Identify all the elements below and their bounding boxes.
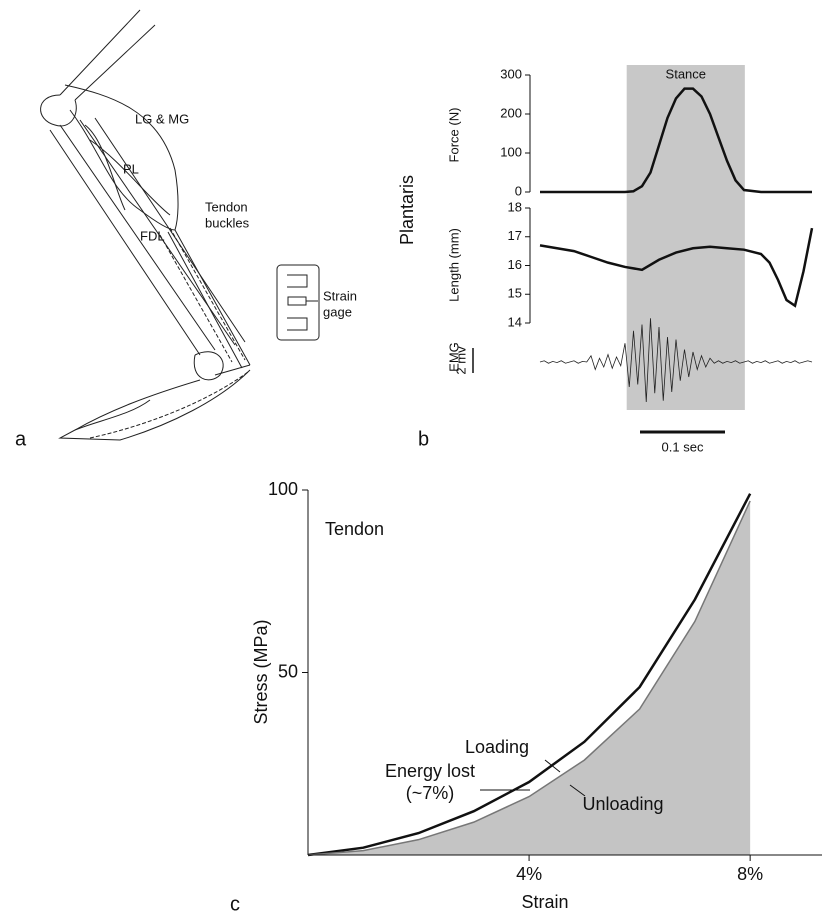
leader-line [569, 784, 586, 797]
muscle-label: Plantaris [397, 175, 417, 245]
diagram-label: PL [123, 161, 139, 176]
y-axis-label: Length (mm) [446, 228, 461, 302]
annotation: Loading [465, 737, 529, 757]
y-tick-label: 300 [500, 66, 522, 81]
diagram-label: FDL [140, 228, 165, 243]
annotation: Unloading [582, 794, 663, 814]
y-axis-label: Force (N) [446, 108, 461, 163]
leader-line [544, 759, 561, 773]
panel-label: b [418, 428, 429, 450]
x-axis-label: Strain [521, 892, 568, 912]
y-tick-label: 100 [268, 479, 298, 499]
annotation: Tendon [325, 519, 384, 539]
diagram-label: Tendon [205, 199, 248, 214]
y-tick-label: 16 [508, 257, 522, 272]
time-scale-label: 0.1 sec [662, 439, 704, 454]
leg-drawing [40, 9, 320, 441]
diagram-label: LG & MG [135, 111, 189, 126]
diagram-label: Strain [323, 288, 357, 303]
x-tick-label: 8% [737, 864, 763, 884]
y-tick-label: 15 [508, 286, 522, 301]
emg-scale-label: 2 mv [453, 346, 468, 375]
diagram-label: buckles [205, 215, 250, 230]
data-line [307, 500, 751, 856]
y-tick-label: 100 [500, 144, 522, 159]
y-tick-label: 14 [508, 314, 522, 329]
diagram-label: gage [323, 304, 352, 319]
y-tick-label: 0 [515, 183, 522, 198]
y-tick-label: 50 [278, 661, 298, 681]
annotation: (~7%) [406, 783, 455, 803]
y-tick-label: 200 [500, 105, 522, 120]
area [308, 500, 751, 855]
data-line [539, 318, 813, 403]
x-tick-label: 4% [516, 864, 542, 884]
annotation: Energy lost [385, 761, 475, 781]
data-line [539, 227, 814, 308]
panel-label: a [15, 428, 27, 450]
stance-label: Stance [666, 66, 706, 81]
panel-label: c [230, 893, 240, 915]
y-tick-label: 18 [508, 199, 522, 214]
y-axis-label: Stress (MPa) [251, 619, 271, 724]
y-axis-label: EMG [446, 342, 461, 372]
data-line [540, 87, 812, 194]
y-tick-label: 17 [508, 228, 522, 243]
stance-band [626, 65, 745, 410]
data-line [307, 493, 752, 857]
